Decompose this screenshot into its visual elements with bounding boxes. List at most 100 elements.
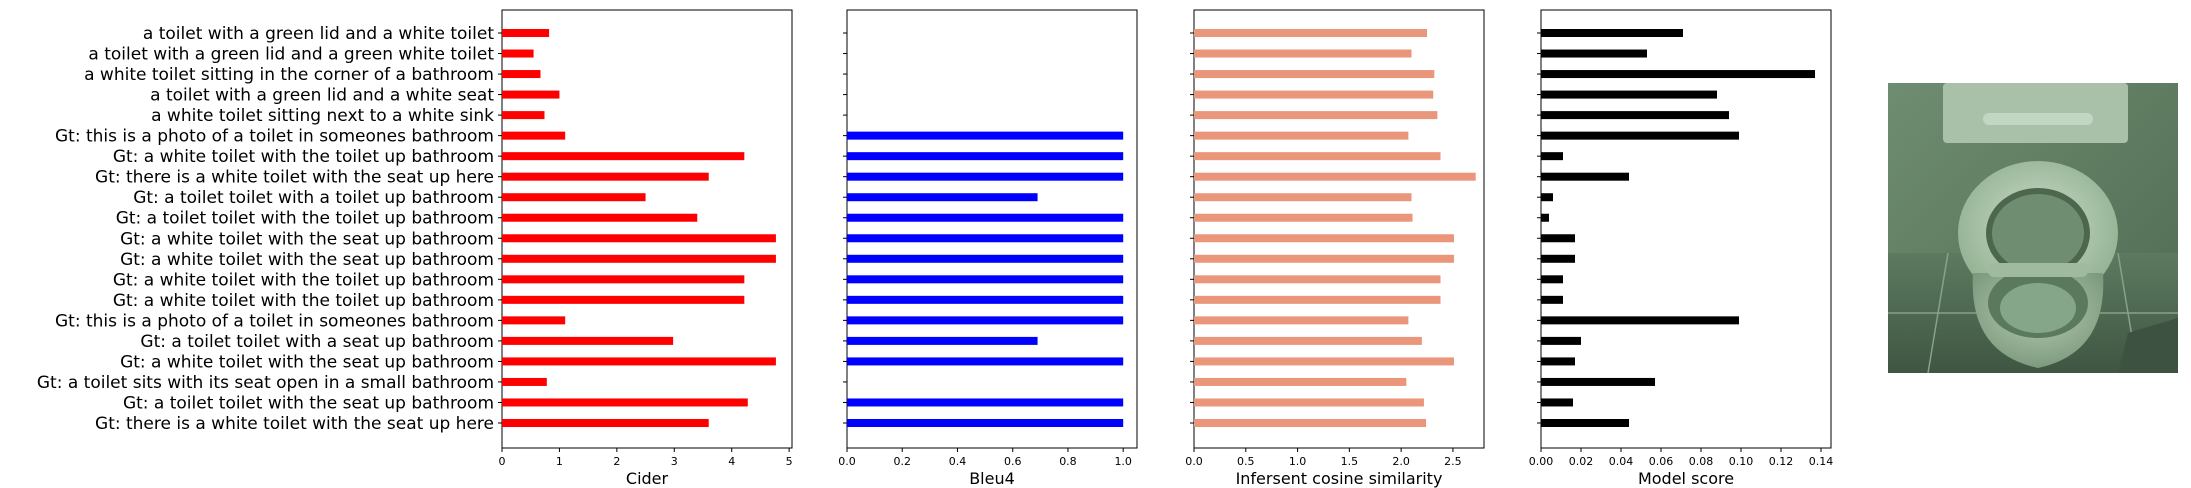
xtick-label-4-7: 0.12 xyxy=(1769,455,1794,468)
bar-1-14 xyxy=(502,295,745,304)
category-label-15: Gt: this is a photo of a toilet in someo… xyxy=(55,311,494,331)
bar-4-9 xyxy=(1541,193,1553,202)
category-label-17: Gt: a white toilet with the seat up bath… xyxy=(120,352,494,372)
toilet-photo xyxy=(1888,83,2178,373)
bar-4-3 xyxy=(1541,70,1815,79)
bar-3-2 xyxy=(1194,49,1412,58)
bar-3-20 xyxy=(1194,419,1426,427)
bar-1-16 xyxy=(502,336,674,345)
bar-1-17 xyxy=(502,357,776,366)
xtick-label-1-1: 0 xyxy=(499,455,506,468)
bar-3-14 xyxy=(1194,295,1441,304)
bar-2-11 xyxy=(847,234,1124,243)
xtick-label-2-2: 0.2 xyxy=(893,455,911,468)
bar-1-10 xyxy=(502,213,698,222)
bar-2-19 xyxy=(847,398,1124,407)
bar-1-7 xyxy=(502,152,745,161)
bar-4-7 xyxy=(1541,152,1563,161)
axes-frame-3 xyxy=(1193,9,1485,449)
bar-3-13 xyxy=(1194,275,1441,284)
bar-4-20 xyxy=(1541,419,1629,427)
bar-3-7 xyxy=(1194,152,1441,161)
bar-3-17 xyxy=(1194,357,1454,366)
category-label-20: Gt: there is a white toilet with the sea… xyxy=(95,414,494,434)
xlabel-4: Model score xyxy=(1638,469,1734,488)
bar-1-2 xyxy=(502,49,534,58)
category-label-13: Gt: a white toilet with the toilet up ba… xyxy=(113,270,494,290)
xtick-label-4-3: 0.04 xyxy=(1609,455,1634,468)
xtick-label-1-4: 3 xyxy=(671,455,678,468)
xtick-label-1-5: 4 xyxy=(728,455,735,468)
bar-1-4 xyxy=(502,90,560,99)
bar-4-4 xyxy=(1541,90,1717,99)
xtick-label-4-5: 0.08 xyxy=(1689,455,1714,468)
bar-2-20 xyxy=(847,419,1124,427)
bar-4-10 xyxy=(1541,213,1549,222)
category-label-6: Gt: this is a photo of a toilet in someo… xyxy=(55,127,494,147)
xtick-label-1-3: 2 xyxy=(613,455,620,468)
category-label-19: Gt: a toilet toilet with the seat up bat… xyxy=(123,393,494,413)
bar-4-11 xyxy=(1541,234,1575,243)
category-label-11: Gt: a white toilet with the seat up bath… xyxy=(120,229,494,249)
bar-4-15 xyxy=(1541,316,1739,325)
bar-3-1 xyxy=(1194,29,1428,37)
bar-1-3 xyxy=(502,70,541,79)
xlabel-3: Infersent cosine similarity xyxy=(1236,469,1443,488)
xtick-label-4-6: 0.10 xyxy=(1729,455,1754,468)
bar-1-6 xyxy=(502,131,566,140)
bar-2-17 xyxy=(847,357,1124,366)
bar-4-1 xyxy=(1541,29,1683,37)
category-label-3: a white toilet sitting in the corner of … xyxy=(84,65,494,85)
bar-3-16 xyxy=(1194,336,1422,345)
category-label-7: Gt: a white toilet with the toilet up ba… xyxy=(113,147,494,167)
bar-4-6 xyxy=(1541,131,1739,140)
xtick-label-1-6: 5 xyxy=(786,455,793,468)
bar-2-12 xyxy=(847,254,1124,263)
category-label-14: Gt: a white toilet with the toilet up ba… xyxy=(113,291,494,311)
bar-3-10 xyxy=(1194,213,1413,222)
xtick-label-4-4: 0.06 xyxy=(1649,455,1674,468)
bar-1-1 xyxy=(502,29,550,37)
bar-1-8 xyxy=(502,172,709,181)
bar-2-10 xyxy=(847,213,1124,222)
bar-2-7 xyxy=(847,152,1124,161)
category-label-9: Gt: a toilet toilet with a toilet up bat… xyxy=(133,188,494,208)
xtick-label-2-6: 1.0 xyxy=(1114,455,1132,468)
bar-1-20 xyxy=(502,419,709,427)
category-label-10: Gt: a toilet toilet with the toilet up b… xyxy=(116,209,494,229)
category-label-16: Gt: a toilet toilet with a seat up bathr… xyxy=(140,332,494,352)
bar-3-6 xyxy=(1194,131,1409,140)
bar-3-3 xyxy=(1194,70,1435,79)
xtick-label-4-1: 0.00 xyxy=(1529,455,1554,468)
bar-1-12 xyxy=(502,254,776,263)
bar-1-11 xyxy=(502,234,776,243)
category-label-8: Gt: there is a white toilet with the sea… xyxy=(95,168,494,188)
xtick-label-3-1: 0.0 xyxy=(1185,455,1203,468)
bar-2-14 xyxy=(847,295,1124,304)
bar-3-11 xyxy=(1194,234,1454,243)
bar-4-16 xyxy=(1541,336,1581,345)
xtick-label-3-6: 2.5 xyxy=(1444,455,1462,468)
bar-3-18 xyxy=(1194,377,1407,386)
category-label-5: a white toilet sitting next to a white s… xyxy=(151,106,494,126)
xtick-label-4-8: 0.14 xyxy=(1809,455,1834,468)
category-label-12: Gt: a white toilet with the seat up bath… xyxy=(120,250,494,270)
bar-4-14 xyxy=(1541,295,1563,304)
bar-4-17 xyxy=(1541,357,1575,366)
category-label-1: a toilet with a green lid and a white to… xyxy=(143,24,494,44)
xtick-label-1-2: 1 xyxy=(556,455,563,468)
xlabel-1: Cider xyxy=(626,469,669,488)
bar-3-19 xyxy=(1194,398,1424,407)
xtick-label-3-3: 1.0 xyxy=(1289,455,1307,468)
xtick-label-2-5: 0.8 xyxy=(1059,455,1077,468)
bar-4-13 xyxy=(1541,275,1563,284)
bar-2-13 xyxy=(847,275,1124,284)
bar-1-18 xyxy=(502,377,547,386)
bar-2-15 xyxy=(847,316,1124,325)
bar-2-8 xyxy=(847,172,1124,181)
bar-3-8 xyxy=(1194,172,1476,181)
xtick-label-3-4: 1.5 xyxy=(1341,455,1359,468)
axes-frame-2 xyxy=(846,9,1138,449)
bar-4-19 xyxy=(1541,398,1573,407)
bar-3-4 xyxy=(1194,90,1434,99)
